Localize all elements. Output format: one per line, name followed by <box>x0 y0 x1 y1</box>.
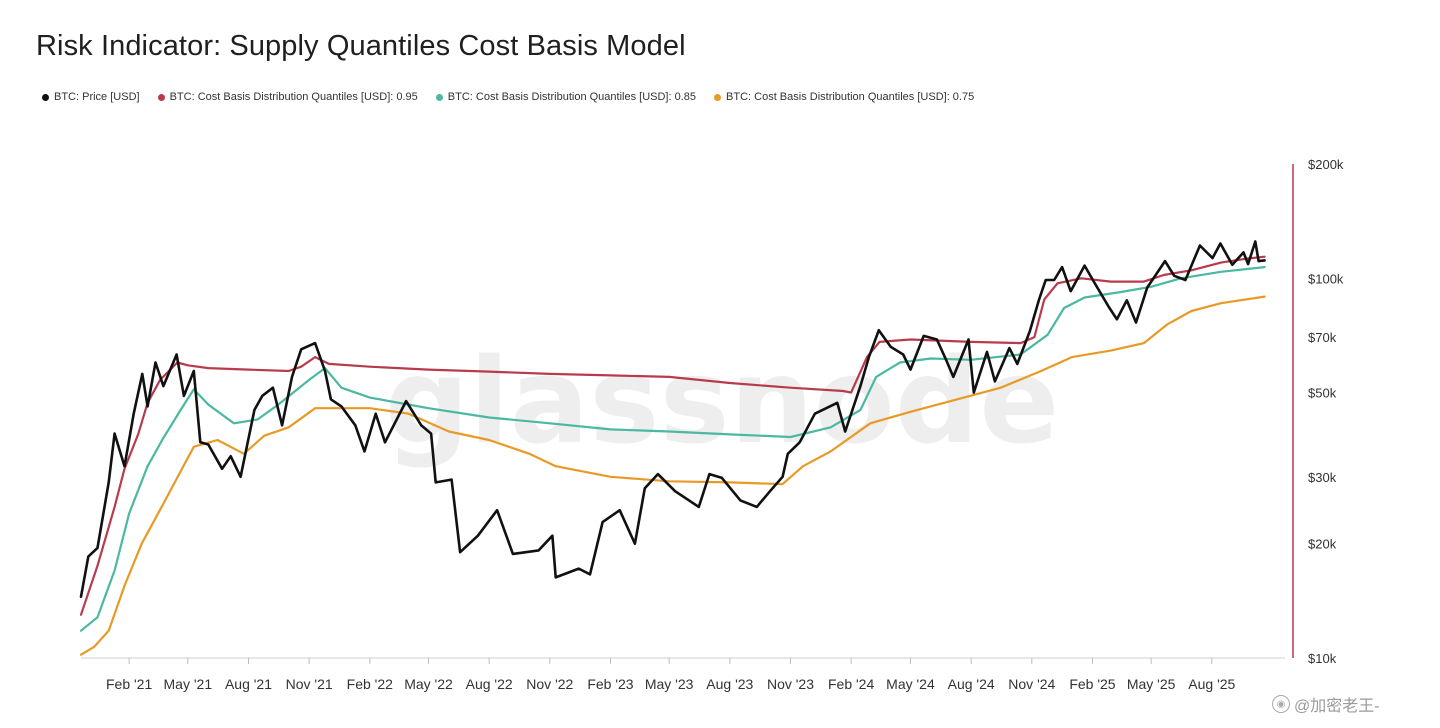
series-line-q75[interactable] <box>79 295 1266 656</box>
legend: BTC: Price [USD] BTC: Cost Basis Distrib… <box>42 91 974 103</box>
y-tick-label: $30k <box>1308 470 1337 485</box>
x-tick-label: May '24 <box>886 676 935 692</box>
y-tick-label: $200k <box>1308 157 1344 172</box>
x-tick-label: May '21 <box>164 676 213 692</box>
x-tick-label: Aug '22 <box>466 676 513 692</box>
x-tick-label: Feb '22 <box>347 676 393 692</box>
legend-item-price[interactable]: BTC: Price [USD] <box>42 91 140 103</box>
x-tick-label: Feb '23 <box>587 676 633 692</box>
y-tick-label: $100k <box>1308 271 1344 286</box>
x-axis: Feb '21 May '21 Aug '21 Nov '21 Feb '22 May '… <box>81 657 1285 692</box>
x-tick-label: Nov '22 <box>526 676 573 692</box>
y-tick-label: $20k <box>1308 537 1337 552</box>
legend-label-q75: BTC: Cost Basis Distribution Quantiles [… <box>726 91 975 103</box>
x-tick-label: May '22 <box>404 676 453 692</box>
legend-label-q95: BTC: Cost Basis Distribution Quantiles [… <box>169 91 418 103</box>
legend-item-q75[interactable]: BTC: Cost Basis Distribution Quantiles [… <box>714 91 974 103</box>
x-tick-label: May '23 <box>645 676 694 692</box>
legend-label-q85: BTC: Cost Basis Distribution Quantiles [… <box>447 91 697 103</box>
x-tick-label: Nov '24 <box>1008 676 1055 692</box>
social-handle: @加密老王- <box>1294 698 1380 715</box>
y-tick-label: $70k <box>1308 330 1337 345</box>
camera-icon: ◉ <box>1272 695 1290 713</box>
brand-watermark: glassnode <box>385 332 1060 470</box>
x-tick-label: Feb '21 <box>106 676 152 692</box>
legend-dot-price <box>42 93 49 101</box>
x-tick-label: Nov '21 <box>286 676 333 692</box>
x-tick-label: Nov '23 <box>767 676 814 692</box>
legend-item-q95[interactable]: BTC: Cost Basis Distribution Quantiles [… <box>157 91 418 103</box>
legend-item-q85[interactable]: BTC: Cost Basis Distribution Quantiles [… <box>435 91 697 103</box>
x-tick-label: Feb '25 <box>1069 676 1115 692</box>
chart-title: Risk Indicator: Supply Quantiles Cost Ba… <box>36 30 686 62</box>
y-axis: $10k $20k $30k $50k $70k $100k $200k <box>1292 157 1344 666</box>
x-tick-label: Feb '24 <box>828 676 874 692</box>
x-tick-label: May '25 <box>1127 676 1176 692</box>
x-tick-label: Aug '25 <box>1188 676 1235 692</box>
x-tick-label: Aug '21 <box>225 676 272 692</box>
legend-dot-q85 <box>435 93 443 101</box>
series-layer <box>79 240 1266 656</box>
y-tick-label: $50k <box>1308 386 1337 401</box>
series-line-price[interactable] <box>79 240 1266 598</box>
legend-dot-q75 <box>714 93 722 101</box>
legend-label-price: BTC: Price [USD] <box>54 91 140 103</box>
social-watermark: ◉ @加密老王- <box>1272 692 1380 716</box>
x-tick-label: Aug '23 <box>706 676 753 692</box>
y-tick-label: $10k <box>1308 651 1337 666</box>
x-tick-label: Aug '24 <box>948 676 995 692</box>
legend-dot-q95 <box>157 93 165 101</box>
series-line-q85[interactable] <box>79 266 1266 632</box>
